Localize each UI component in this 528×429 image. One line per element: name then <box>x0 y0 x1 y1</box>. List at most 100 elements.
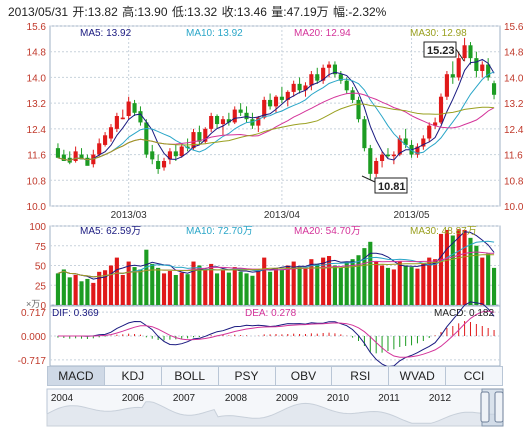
candle-body <box>85 157 90 166</box>
volume-bar <box>191 261 196 305</box>
candle-body <box>55 148 61 158</box>
volume-bar <box>268 271 273 305</box>
candle-body <box>197 132 202 142</box>
volume-unit-label: ×万 <box>26 299 40 309</box>
volume-bar <box>185 274 190 305</box>
candle-body <box>262 99 267 118</box>
volume-bar <box>315 263 320 305</box>
candle-body <box>132 103 137 113</box>
candle-body <box>138 111 143 123</box>
candle-body <box>385 154 391 157</box>
volume-bar <box>232 267 237 305</box>
candle-body <box>173 151 178 157</box>
volume-bar <box>326 256 332 305</box>
candle-body <box>297 83 302 91</box>
candle-body <box>309 74 314 86</box>
volume-bar <box>61 269 66 305</box>
volume-bar <box>397 261 402 305</box>
volume-bar <box>380 265 385 305</box>
tab-rsi[interactable]: RSI <box>332 367 390 385</box>
volume-bar <box>108 265 114 305</box>
candle-body <box>486 64 491 78</box>
low-annotation: 10.81 <box>378 181 406 193</box>
volume-bar <box>209 263 214 305</box>
volume-bar <box>468 237 473 305</box>
candle-body <box>326 64 332 68</box>
low-annotation-pointer <box>361 175 376 183</box>
volume-bar <box>226 272 231 305</box>
tab-boll[interactable]: BOLL <box>162 367 219 385</box>
volume-bar <box>97 271 102 305</box>
volume-bar <box>114 257 119 305</box>
overview-area <box>46 401 504 427</box>
overview-year-label: 2011 <box>378 393 400 404</box>
volume-tick: 100 <box>29 222 46 233</box>
overview-year-label: 2004 <box>51 393 74 404</box>
tab-cci[interactable]: CCI <box>463 369 485 383</box>
volume-bar <box>332 265 337 305</box>
tab-obv[interactable]: OBV <box>276 367 333 385</box>
price-tick-right: 10.8 <box>504 176 524 187</box>
candle-body <box>480 64 485 71</box>
tab-wvad[interactable]: WVAD <box>389 367 447 385</box>
candle-body <box>73 151 78 161</box>
candle-body <box>403 138 408 145</box>
overview-left-handle[interactable] <box>480 391 490 423</box>
candle-body <box>462 45 467 59</box>
macd-panel: 0.717 0.000 -0.717 <box>18 301 501 368</box>
history-overview[interactable]: 2004 2006 2007 2008 2009 2010 2011 2012 <box>46 388 504 427</box>
price-legend-ma5: MA5: 13.92 <box>80 28 132 39</box>
volume-bar <box>344 261 349 305</box>
candle-body <box>209 116 214 129</box>
volume-tick: 50 <box>35 262 47 273</box>
quote-change: 幅:-2.32% <box>333 5 387 19</box>
volume-bar <box>144 249 149 305</box>
price-tick-right: 14.8 <box>504 48 524 59</box>
volume-bar <box>120 274 125 305</box>
candle-body <box>421 138 426 147</box>
tab-kdj[interactable]: KDJ <box>105 367 162 385</box>
candle-body <box>285 91 290 100</box>
macd-tick: -0.717 <box>18 356 47 367</box>
candle-body <box>203 128 208 142</box>
candle-body <box>268 99 273 107</box>
volume-bar <box>55 273 61 305</box>
candle-body <box>273 96 279 107</box>
ma30-line <box>57 103 495 162</box>
candle-body <box>79 154 84 160</box>
overview-right-handle[interactable] <box>494 391 504 423</box>
quote-volume: 量:47.19万 <box>271 5 329 19</box>
volume-bar <box>197 265 202 305</box>
candle-body <box>126 101 131 116</box>
candle-body <box>238 109 243 113</box>
volume-panel: 0 25 50 75 100 <box>29 222 501 312</box>
quote-low: 低:13.32 <box>171 5 218 19</box>
candle-body <box>114 116 119 129</box>
tab-psy[interactable]: PSY <box>219 367 276 385</box>
quote-summary: 2013/05/31 开:13.82 高:13.90 低:13.32 收:13.… <box>8 3 387 20</box>
volume-bar <box>297 267 302 305</box>
macd-tick: 0.717 <box>21 308 46 319</box>
tab-macd[interactable]: MACD <box>48 367 105 385</box>
candle-body <box>350 90 355 100</box>
price-tick-right: 10.0 <box>504 202 524 213</box>
volume-bar <box>138 269 143 305</box>
volume-bar <box>338 267 343 305</box>
price-tick-left: 14.8 <box>27 48 47 59</box>
price-tick-left: 14.0 <box>27 73 47 84</box>
volume-bar <box>150 263 155 305</box>
candle-body <box>474 58 479 71</box>
candle-body <box>338 74 343 81</box>
volume-bar <box>167 271 172 305</box>
candle-body <box>156 161 161 170</box>
overview-year-label: 2008 <box>225 393 248 404</box>
overview-year-label: 2006 <box>122 393 145 404</box>
price-tick-right: 13.2 <box>504 99 524 110</box>
candle-body <box>380 154 385 161</box>
quote-open: 开:13.82 <box>72 5 118 19</box>
candle-body <box>374 161 379 174</box>
volume-bar <box>79 281 84 305</box>
candle-body <box>279 96 284 100</box>
volume-bar <box>173 274 178 305</box>
